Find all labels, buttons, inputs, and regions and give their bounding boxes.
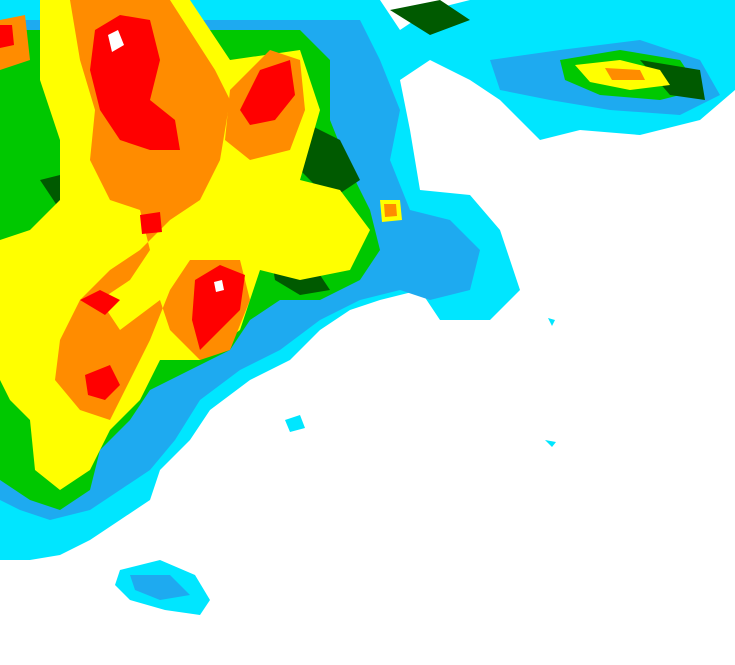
echo-core [108,30,224,292]
